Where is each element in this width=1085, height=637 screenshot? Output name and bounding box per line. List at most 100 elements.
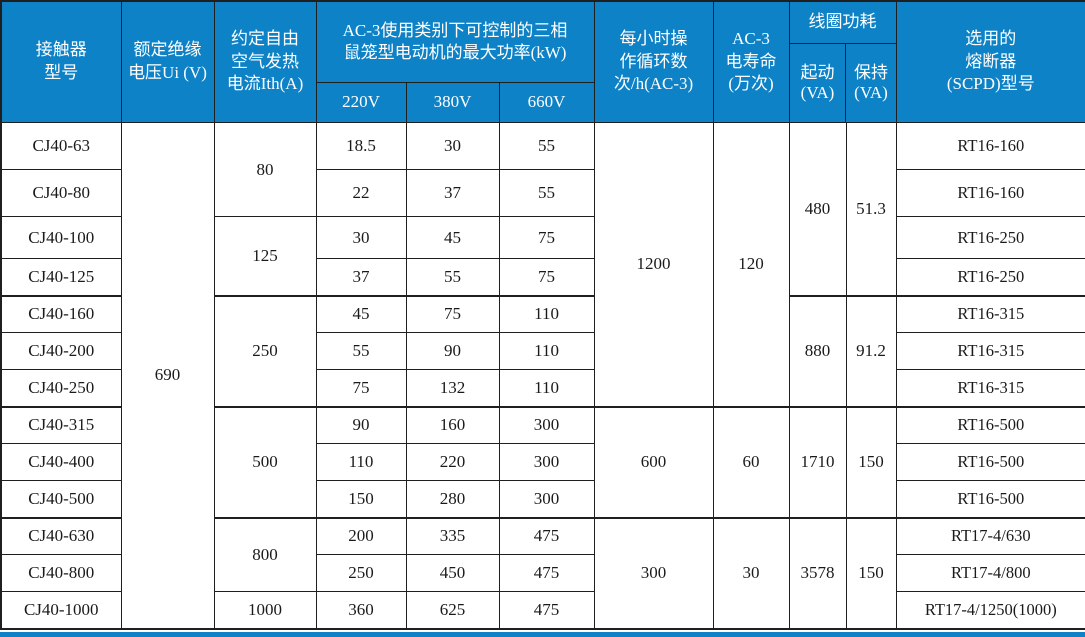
cell-kw220: 55	[315, 332, 407, 370]
table-row: CJ40-630 800 200 335 475 300 30 3578 150…	[0, 516, 1085, 629]
cell-kw220: 37	[315, 258, 407, 296]
cell-fuse: RT16-315	[895, 294, 1085, 333]
coil-subheaders: 起动 (VA) 保持 (VA)	[790, 44, 895, 122]
cell-kw660: 110	[498, 294, 595, 333]
cell-life: 120	[712, 122, 790, 407]
cell-fuse: RT16-250	[895, 216, 1085, 259]
cell-model: CJ40-500	[0, 480, 122, 518]
cell-model: CJ40-1000	[0, 591, 122, 629]
cell-kw380: 625	[405, 591, 500, 629]
cell-fuse: RT17-4/630	[895, 516, 1085, 555]
header-coil-hold: 保持 (VA)	[854, 62, 888, 102]
cell-kw220: 360	[315, 591, 407, 629]
cell-kw220: 45	[315, 294, 407, 333]
cell-kw380: 450	[405, 554, 500, 592]
cell-model: CJ40-63	[0, 122, 122, 170]
cell-kw380: 30	[405, 122, 500, 170]
cell-cycles: 300	[593, 516, 714, 629]
cell-kw660: 55	[498, 169, 595, 217]
cell-kw220: 22	[315, 169, 407, 217]
cell-coil-start: 3578	[788, 516, 847, 629]
header-coil-group: 线圈功耗 起动 (VA) 保持 (VA)	[788, 0, 897, 123]
bottom-accent-strip	[0, 631, 1085, 637]
kw-subheaders: 220V 380V 660V	[317, 83, 593, 122]
cell-cycles: 1200	[593, 122, 714, 407]
cell-model: CJ40-125	[0, 258, 122, 296]
cell-fuse: RT16-315	[895, 332, 1085, 370]
cell-model: CJ40-315	[0, 405, 122, 444]
coil-group-wrap: 线圈功耗 起动 (VA) 保持 (VA)	[790, 2, 896, 122]
cell-fuse: RT16-500	[895, 405, 1085, 444]
cell-kw380: 37	[405, 169, 500, 217]
cell-kw660: 300	[498, 405, 595, 444]
cell-coil-hold: 51.3	[845, 122, 897, 296]
cell-kw220: 250	[315, 554, 407, 592]
header-kw-group: AC-3使用类别下可控制的三相 鼠笼型电动机的最大功率(kW) 220V 380…	[315, 0, 595, 123]
cell-kw660: 110	[498, 369, 595, 407]
cell-kw380: 160	[405, 405, 500, 444]
cell-thermal-current: 125	[213, 216, 317, 296]
cell-rated-voltage: 690	[120, 122, 215, 629]
kw-group-wrap: AC-3使用类别下可控制的三相 鼠笼型电动机的最大功率(kW) 220V 380…	[317, 2, 594, 122]
cell-fuse: RT16-500	[895, 480, 1085, 518]
cell-fuse: RT16-250	[895, 258, 1085, 296]
cell-thermal-current: 1000	[213, 591, 317, 629]
cell-coil-start: 480	[788, 122, 847, 296]
cell-kw660: 475	[498, 591, 595, 629]
cell-kw220: 90	[315, 405, 407, 444]
cell-coil-start: 1710	[788, 405, 847, 518]
cell-kw380: 220	[405, 443, 500, 481]
cell-model: CJ40-80	[0, 169, 122, 217]
cell-kw660: 300	[498, 443, 595, 481]
cell-kw380: 280	[405, 480, 500, 518]
table-row: CJ40-800 250 450 475 RT17-4/800	[0, 554, 1085, 592]
header-thermal-current: 约定自由 空气发热 电流Ith(A)	[213, 0, 317, 123]
cell-fuse: RT17-4/800	[895, 554, 1085, 592]
table-row: CJ40-400 110 220 300 RT16-500	[0, 443, 1085, 481]
cell-kw380: 45	[405, 216, 500, 259]
cell-kw220: 150	[315, 480, 407, 518]
table-row: CJ40-1000 1000 360 625 475 RT17-4/1250(1…	[0, 591, 1085, 629]
cell-model: CJ40-800	[0, 554, 122, 592]
cell-kw660: 300	[498, 480, 595, 518]
header-kw-title: AC-3使用类别下可控制的三相 鼠笼型电动机的最大功率(kW)	[317, 2, 594, 83]
cell-kw220: 110	[315, 443, 407, 481]
header-rated-voltage: 额定绝缘 电压Ui (V)	[120, 0, 215, 123]
header-kw-380v: 380V	[407, 83, 500, 122]
cell-coil-hold: 91.2	[845, 294, 897, 407]
cell-kw660: 475	[498, 554, 595, 592]
cell-cycles: 600	[593, 405, 714, 518]
header-row: 接触器 型号 额定绝缘 电压Ui (V) 约定自由 空气发热 电流Ith(A) …	[0, 0, 1085, 123]
cell-thermal-current: 80	[213, 122, 317, 217]
cell-kw220: 30	[315, 216, 407, 259]
cell-kw660: 75	[498, 216, 595, 259]
header-coil-start: 起动 (VA)	[790, 44, 847, 122]
cell-kw380: 75	[405, 294, 500, 333]
header-kw-660v: 660V	[527, 92, 566, 112]
cell-kw660: 75	[498, 258, 595, 296]
cell-model: CJ40-100	[0, 216, 122, 259]
table-header: 接触器 型号 额定绝缘 电压Ui (V) 约定自由 空气发热 电流Ith(A) …	[0, 0, 1085, 123]
cell-kw660: 110	[498, 332, 595, 370]
cell-kw380: 132	[405, 369, 500, 407]
cell-life: 60	[712, 405, 790, 518]
cell-life: 30	[712, 516, 790, 629]
table-row: CJ40-250 75 132 110 RT16-315	[0, 369, 1085, 407]
cell-kw220: 18.5	[315, 122, 407, 170]
cell-model: CJ40-160	[0, 294, 122, 333]
cell-thermal-current: 800	[213, 516, 317, 592]
cell-kw220: 75	[315, 369, 407, 407]
table-row: CJ40-63 690 80 18.5 30 55 1200 120 480 5…	[0, 122, 1085, 629]
header-coil-title: 线圈功耗	[790, 2, 896, 44]
cell-model: CJ40-630	[0, 516, 122, 555]
table-row: CJ40-500 150 280 300 RT16-500	[0, 480, 1085, 518]
table-row: CJ40-125 37 55 75 RT16-250	[0, 258, 1085, 296]
cell-model: CJ40-250	[0, 369, 122, 407]
table-body: CJ40-63 690 80 18.5 30 55 1200 120 480 5…	[0, 122, 1085, 629]
header-electrical-life: AC-3 电寿命 (万次)	[712, 0, 790, 123]
cell-model: CJ40-200	[0, 332, 122, 370]
cell-fuse: RT16-160	[895, 169, 1085, 217]
table-row: CJ40-160 250 45 75 110 880 91.2 RT16-315	[0, 294, 1085, 407]
